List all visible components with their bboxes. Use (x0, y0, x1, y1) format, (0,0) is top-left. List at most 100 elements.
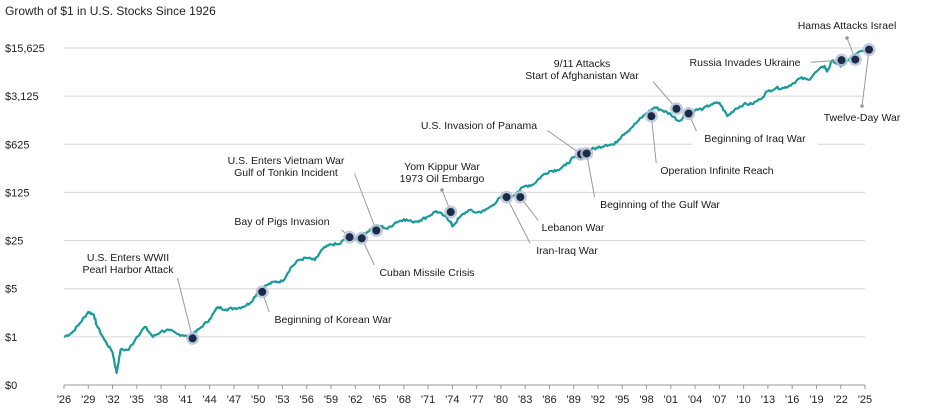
event-dot (372, 226, 381, 235)
x-tick-label: '44 (202, 394, 216, 406)
event-dot (188, 334, 197, 343)
event-label: 9/11 Attacks (554, 58, 610, 70)
x-tick-label: '19 (809, 394, 823, 406)
x-tick-label: '56 (300, 394, 314, 406)
x-tick-label: '89 (567, 394, 581, 406)
event-label: Hamas Attacks Israel (798, 20, 897, 32)
x-tick-label: '35 (130, 394, 144, 406)
event-connector (586, 153, 597, 206)
x-tick-label: '68 (397, 394, 411, 406)
x-tick-label: '22 (834, 394, 848, 406)
event-label: Yom Kippur War (404, 161, 480, 173)
y-tick-label: $1 (5, 332, 17, 344)
chart-title: Growth of $1 in U.S. Stocks Since 1926 (5, 4, 216, 18)
x-tick-label: '95 (615, 394, 629, 406)
event-connector-end (860, 104, 864, 108)
x-tick-label: '47 (227, 394, 241, 406)
event-dot (837, 56, 846, 65)
y-tick-label: $3,125 (5, 91, 39, 103)
event-label-bg (645, 163, 789, 179)
event-annotation: Bay of Pigs Invasion (222, 214, 357, 244)
event-label-bg (692, 131, 818, 147)
event-dot (647, 112, 656, 121)
event-label: Pearl Harbor Attack (82, 264, 174, 276)
event-label-bg (222, 214, 342, 230)
event-label: Lebanon War (542, 222, 605, 234)
y-tick-label: $5 (5, 284, 17, 296)
event-dot (865, 45, 874, 54)
event-label: Russia Invades Ukraine (690, 57, 801, 69)
event-dot (582, 149, 591, 158)
event-annotation: Cuban Missile Crisis (355, 231, 487, 281)
series-line (63, 48, 866, 374)
event-annotation: Beginning of Korean War (255, 285, 402, 328)
x-tick-label: '29 (81, 394, 95, 406)
event-label: Beginning of the Gulf War (600, 199, 720, 211)
x-tick-label: '77 (469, 394, 483, 406)
event-dot (672, 104, 681, 113)
x-tick-label: '16 (785, 394, 799, 406)
x-tick-label: '10 (736, 394, 750, 406)
event-dot (258, 287, 267, 296)
event-label: U.S. Enters WWII (87, 252, 169, 264)
y-tick-label: $25 (5, 236, 23, 248)
event-label-bg (410, 118, 548, 134)
event-dot (502, 193, 511, 202)
event-label-bg (586, 197, 734, 213)
event-dot (516, 193, 525, 202)
x-tick-label: '04 (688, 394, 702, 406)
event-connector (650, 116, 658, 172)
event-label-bg (217, 153, 355, 181)
y-tick-label: $625 (5, 139, 29, 151)
event-label-bg (787, 18, 907, 34)
x-tick-label: '86 (542, 394, 556, 406)
event-label-bg (367, 265, 487, 281)
event-label-bg (393, 159, 491, 187)
x-tick-label: '38 (154, 394, 168, 406)
event-annotation: Twelve-Day War (818, 43, 906, 126)
x-tick-label: '59 (324, 394, 338, 406)
event-annotation: Russia Invades Ukraine (679, 53, 849, 71)
event-label: Twelve-Day War (824, 112, 901, 124)
x-tick-label: '92 (591, 394, 605, 406)
event-dot (345, 233, 354, 242)
x-tick-label: '83 (518, 394, 532, 406)
event-annotation: Hamas Attacks Israel (787, 18, 907, 67)
event-label-bg (264, 312, 402, 328)
event-label: Operation Infinite Reach (660, 165, 773, 177)
event-annotation: Beginning of the Gulf War (580, 146, 734, 213)
y-tick-label: $15,625 (5, 43, 45, 55)
event-connector (351, 166, 377, 231)
event-label-bg (70, 250, 186, 278)
event-dot (851, 55, 860, 64)
x-tick-label: '62 (348, 394, 362, 406)
x-tick-label: '74 (445, 394, 459, 406)
event-label: Cuban Missile Crisis (379, 267, 474, 279)
event-annotation: U.S. Invasion of Panama (410, 118, 588, 161)
x-tick-label: '80 (494, 394, 508, 406)
x-tick-label: '53 (275, 394, 289, 406)
event-label: Iran-Iraq War (536, 245, 598, 257)
event-label: Beginning of Korean War (275, 314, 392, 326)
x-tick-label: '13 (761, 394, 775, 406)
event-dot (446, 207, 455, 216)
event-label: Gulf of Tonkin Incident (234, 167, 338, 179)
event-label: 1973 Oil Embargo (400, 173, 485, 185)
event-label-bg (679, 55, 811, 71)
event-label-bg (818, 110, 906, 126)
event-label: U.S. Invasion of Panama (421, 120, 537, 132)
event-label-bg (510, 56, 654, 84)
event-label-bg (526, 243, 608, 259)
event-label-bg (538, 220, 608, 236)
event-annotation: Lebanon War (513, 190, 608, 236)
event-label: Beginning of Iraq War (704, 133, 806, 145)
event-label: Start of Afghanistan War (525, 70, 639, 82)
event-connector (861, 49, 870, 107)
x-tick-label: '01 (664, 394, 678, 406)
x-tick-label: '32 (105, 394, 119, 406)
y-tick-label: $125 (5, 187, 29, 199)
